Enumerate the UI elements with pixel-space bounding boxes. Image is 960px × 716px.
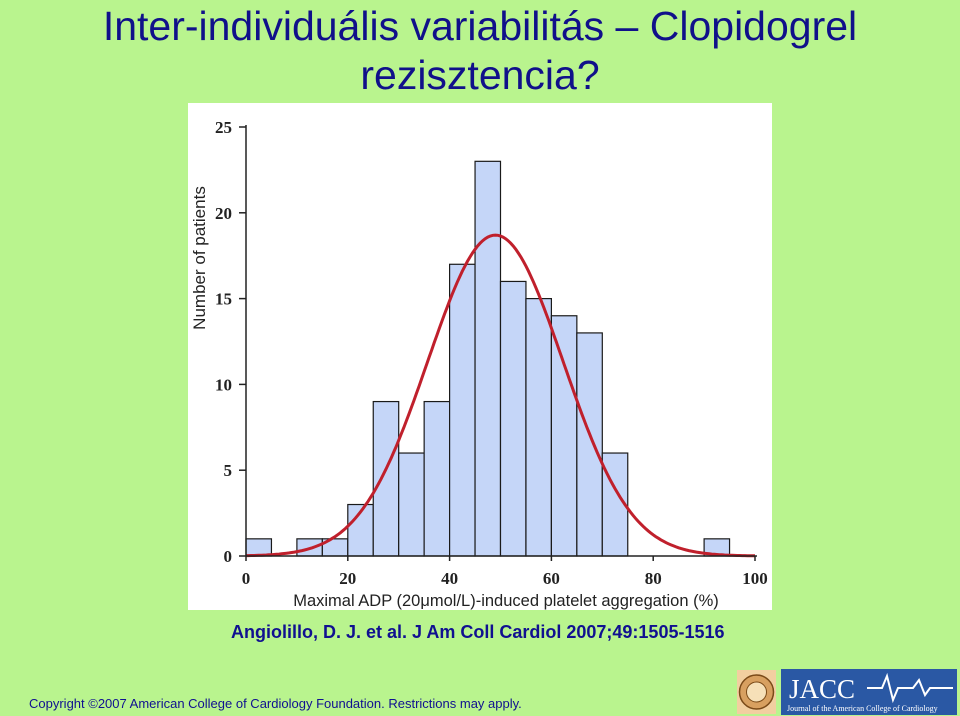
y-tick-label: 20 [215,204,232,223]
chart-panel: 0 5 10 15 20 25 0 20 40 60 80 100 Number of patient… [188,103,772,610]
histogram-bar [423,400,451,557]
copyright-notice: Copyright ©2007 American College of Card… [29,696,522,711]
histogram-bar [525,298,553,557]
normal-fit-curve [246,233,755,558]
slide-title: Inter-individuális variabilitás – Clopid… [0,2,960,100]
histogram-bar [474,160,502,557]
y-tick-label: 0 [224,547,233,566]
x-tick-label: 80 [645,569,662,588]
x-tick-label: 60 [543,569,560,588]
histogram-bar [372,400,400,557]
slide-title-line-2: rezisztencia? [360,52,600,98]
jacc-logo-subtitle: Journal of the American College of Cardi… [787,704,938,713]
jacc-logo-text: JACC [789,674,855,704]
histogram-bar [550,315,578,557]
axes-group: 0 5 10 15 20 25 0 20 40 60 80 100 [215,118,768,588]
x-tick-label: 100 [742,569,768,588]
histogram-bar [576,332,603,557]
jacc-logo: JACC Journal of the American College of … [737,669,957,715]
bars-group [245,160,731,557]
y-tick-label: 10 [215,375,232,394]
ecg-line-icon [867,672,953,704]
x-tick-label: 40 [441,569,458,588]
y-tick-label: 15 [215,290,232,309]
histogram-bar [449,263,476,557]
histogram-bar [499,280,527,557]
histogram-chart: 0 5 10 15 20 25 0 20 40 60 80 100 Number of patient… [190,118,768,610]
x-axis-label: Maximal ADP (20μmol/L)-induced platelet … [293,592,719,610]
y-axis-label: Number of patients [190,186,209,330]
histogram-bar [398,452,425,557]
citation: Angiolillo, D. J. et al. J Am Coll Cardi… [231,622,725,642]
x-tick-label: 0 [242,569,251,588]
y-tick-label: 25 [215,118,232,137]
x-tick-label: 20 [339,569,356,588]
slide-title-line-1: Inter-individuális variabilitás – Clopid… [102,3,858,49]
y-tick-label: 5 [224,461,233,480]
